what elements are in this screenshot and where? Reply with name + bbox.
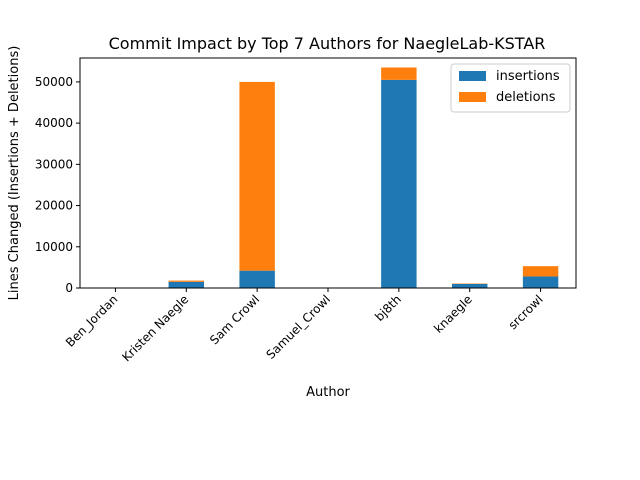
x-tick-label: bj8th: [372, 292, 404, 324]
y-tick-label: 40000: [35, 116, 73, 130]
legend: insertions deletions: [450, 63, 571, 113]
legend-label-deletions: deletions: [496, 90, 556, 105]
y-axis: 0 10000 20000 30000 40000 50000: [35, 75, 80, 295]
bar-deletions-6: [522, 266, 559, 277]
x-tick-label: Samuel_Crowl: [263, 292, 333, 362]
bar-deletions-1: [168, 280, 204, 282]
bar-insertions-1: [168, 281, 204, 288]
x-tick-label: knaegle: [431, 292, 475, 336]
bar-insertions-4: [381, 79, 417, 288]
y-tick-label: 20000: [35, 199, 73, 213]
bar-insertions-5: [452, 283, 488, 288]
y-tick-label: 50000: [35, 75, 73, 89]
x-tick-label: Sam Crowl: [207, 292, 262, 347]
bar-insertions-6: [522, 276, 559, 288]
x-axis-label: Author: [306, 385, 350, 400]
y-tick-label: 10000: [35, 240, 73, 254]
x-tick-label: Kristen Naegle: [119, 292, 191, 364]
bar-insertions-2: [239, 270, 275, 288]
x-tick-label: Ben_Jordan: [63, 292, 121, 350]
legend-label-insertions: insertions: [496, 69, 560, 84]
bars-group: [97, 67, 559, 288]
y-tick-label: 0: [65, 281, 73, 295]
x-tick-label: srcrowl: [506, 292, 546, 332]
bar-deletions-4: [381, 67, 417, 80]
y-axis-label: Lines Changed (Insertions + Deletions): [7, 46, 22, 301]
bar-deletions-2: [239, 81, 275, 271]
y-tick-label: 30000: [35, 157, 73, 171]
chart-title: Commit Impact by Top 7 Authors for Naegl…: [109, 34, 546, 53]
legend-swatch-insertions: [459, 71, 486, 81]
legend-swatch-deletions: [459, 92, 486, 102]
